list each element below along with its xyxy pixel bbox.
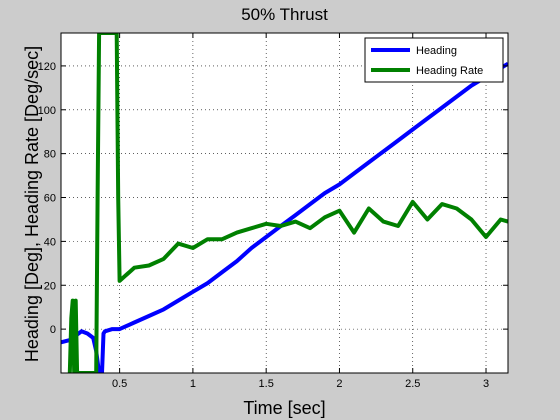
y-tick-label: 40	[44, 236, 56, 248]
x-tick-label: 2.5	[405, 378, 420, 390]
y-tick-label: 20	[44, 280, 56, 292]
x-tick-label: 1	[190, 378, 196, 390]
x-tick-label: 1.5	[259, 378, 274, 390]
y-tick-label: 0	[50, 324, 56, 336]
y-axis-label: Heading [Deg], Heading Rate [Deg/sec]	[22, 46, 42, 362]
x-tick-label: 0.5	[112, 378, 127, 390]
chart-title: 50% Thrust	[241, 5, 328, 24]
legend-label-heading: Heading	[416, 45, 457, 57]
x-tick-label: 2	[336, 378, 342, 390]
y-tick-label: 60	[44, 193, 56, 205]
y-tick-label: 80	[44, 149, 56, 161]
legend-label-heading-rate: Heading Rate	[416, 65, 483, 77]
x-tick-label: 3	[483, 378, 489, 390]
legend: Heading Heading Rate	[365, 38, 503, 82]
x-axis-label: Time [sec]	[243, 398, 325, 418]
